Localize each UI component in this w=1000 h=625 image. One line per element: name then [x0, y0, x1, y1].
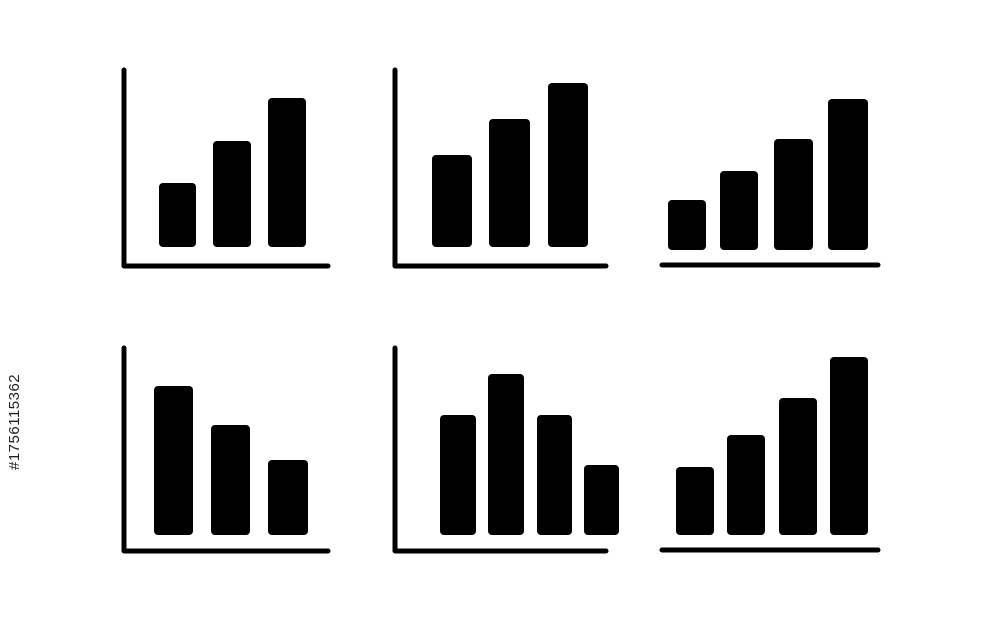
chart-axes: [121, 345, 331, 554]
chart-bar: [211, 425, 250, 535]
chart-bar: [154, 386, 193, 535]
chart-bar: [489, 119, 530, 247]
chart-bar: [676, 467, 714, 535]
bar-chart-peak-4-with-axes-icon: [392, 345, 619, 554]
chart-bar: [774, 139, 813, 250]
bar-chart-falling-3-with-axes-icon: [121, 345, 331, 554]
chart-axes: [121, 67, 331, 269]
chart-bar: [584, 465, 619, 535]
chart-axes: [392, 67, 609, 269]
bar-chart-rising-3-with-axes-alt-icon: [392, 67, 609, 269]
bar-chart-rising-3-with-axes-icon: [121, 67, 331, 269]
chart-bar: [488, 374, 524, 535]
chart-bar: [828, 99, 868, 250]
chart-bar: [159, 183, 196, 247]
chart-bar: [213, 141, 251, 247]
chart-bar: [779, 398, 817, 535]
bar-chart-rising-4-baseline-alt-icon: [659, 357, 881, 553]
chart-bar: [268, 460, 308, 535]
chart-bar: [668, 200, 706, 250]
bar-chart-rising-4-baseline-icon: [659, 99, 881, 268]
chart-axes: [392, 345, 609, 554]
chart-bar: [830, 357, 868, 535]
chart-bar: [432, 155, 472, 247]
chart-bar: [268, 98, 306, 247]
chart-bar: [440, 415, 476, 535]
chart-bar: [548, 83, 588, 247]
chart-bar: [727, 435, 765, 535]
chart-bar: [537, 415, 572, 535]
chart-bar: [720, 171, 758, 250]
stock-id-watermark: #1756115362: [6, 373, 23, 470]
